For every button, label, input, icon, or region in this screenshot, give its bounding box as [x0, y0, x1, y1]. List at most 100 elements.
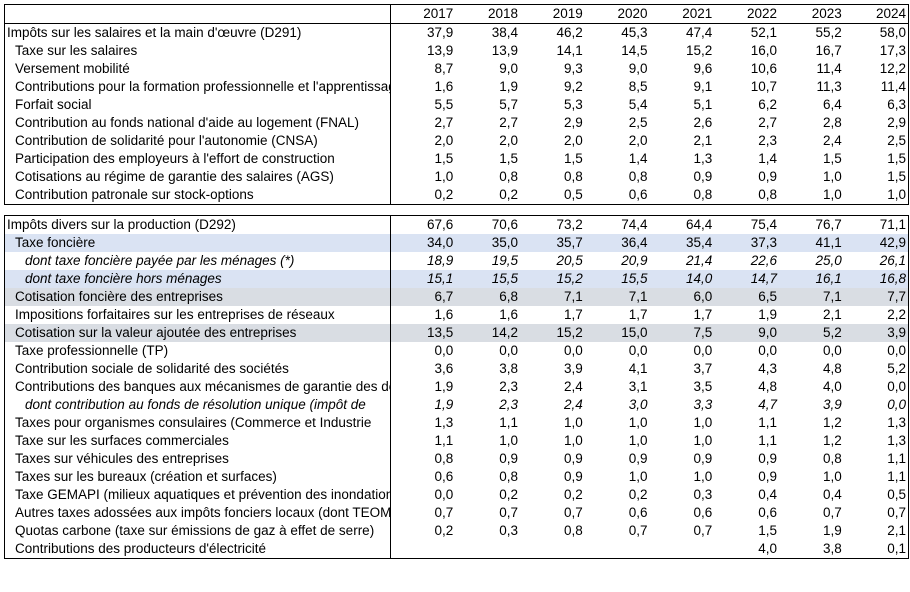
row-label[interactable]: Impositions forfaitaires sur les entrepr…	[4, 306, 391, 324]
value-cell[interactable]: 1,0	[628, 433, 648, 448]
value-cell[interactable]: 10,7	[750, 79, 777, 94]
value-cell[interactable]: 1,4	[758, 151, 777, 166]
value-cell[interactable]: 2,1	[822, 307, 842, 322]
value-cell[interactable]: 9,1	[693, 79, 713, 94]
year-header-2019[interactable]: 2019	[520, 4, 585, 24]
value-cell[interactable]: 1,6	[499, 307, 518, 322]
value-cell[interactable]: 0,0	[758, 343, 777, 358]
value-cell[interactable]	[455, 540, 520, 559]
value-cell[interactable]: 3,3	[693, 397, 713, 412]
value-cell[interactable]: 41,1	[779, 234, 844, 252]
value-cell[interactable]: 35,4	[649, 234, 715, 252]
value-cell[interactable]: 14,5	[621, 43, 648, 58]
value-cell[interactable]: 0,4	[822, 487, 842, 502]
value-cell[interactable]: 3,1	[628, 379, 648, 394]
value-cell[interactable]: 0,6	[693, 505, 713, 520]
value-cell[interactable]: 0,8	[563, 169, 583, 184]
value-cell[interactable]: 34,0	[390, 234, 456, 252]
value-cell[interactable]: 2,0	[563, 133, 583, 148]
value-cell[interactable]: 73,2	[556, 217, 583, 232]
row-label[interactable]: Cotisation sur la valeur ajoutée des ent…	[4, 324, 391, 342]
value-cell[interactable]: 15,5	[584, 270, 650, 288]
value-cell[interactable]: 1,5	[887, 169, 906, 184]
value-cell[interactable]: 7,5	[649, 324, 715, 342]
row-label[interactable]: Quotas carbone (taxe sur émissions de ga…	[4, 522, 391, 540]
value-cell[interactable]: 1,5	[887, 151, 906, 166]
value-cell[interactable]: 3,9	[822, 397, 842, 412]
value-cell[interactable]: 4,0	[822, 379, 842, 394]
value-cell[interactable]: 0,7	[693, 523, 713, 538]
value-cell[interactable]: 46,2	[556, 25, 583, 40]
value-cell[interactable]: 1,7	[693, 307, 713, 322]
value-cell[interactable]: 5,2	[779, 324, 844, 342]
value-cell[interactable]: 1,0	[822, 469, 842, 484]
value-cell[interactable]: 18,9	[426, 253, 454, 268]
value-cell[interactable]: 0,8	[693, 187, 713, 202]
value-cell[interactable]: 2,8	[822, 115, 842, 130]
value-cell[interactable]: 1,1	[758, 433, 777, 448]
value-cell[interactable]: 1,9	[499, 79, 518, 94]
value-cell[interactable]: 1,1	[887, 451, 906, 466]
value-cell[interactable]: 7,7	[843, 288, 909, 306]
value-cell[interactable]: 0,8	[563, 523, 583, 538]
value-cell[interactable]: 20,9	[621, 253, 648, 268]
value-cell[interactable]: 1,5	[758, 523, 777, 538]
value-cell[interactable]: 2,0	[434, 133, 454, 148]
value-cell[interactable]: 71,1	[879, 217, 906, 232]
value-cell[interactable]: 14,0	[649, 270, 715, 288]
value-cell[interactable]: 6,5	[714, 288, 779, 306]
value-cell[interactable]: 3,8	[822, 541, 842, 556]
value-cell[interactable]: 0,9	[758, 451, 777, 466]
value-cell[interactable]: 15,2	[685, 43, 713, 58]
value-cell[interactable]: 0,9	[563, 451, 583, 466]
value-cell[interactable]: 16,1	[779, 270, 844, 288]
row-label[interactable]: dont contribution au fonds de résolution…	[4, 396, 391, 414]
value-cell[interactable]: 5,4	[628, 97, 648, 112]
row-label[interactable]: Taxe foncière	[4, 234, 391, 252]
year-header-2017[interactable]: 2017	[390, 4, 456, 24]
value-cell[interactable]: 22,6	[750, 253, 777, 268]
value-cell[interactable]: 7,1	[779, 288, 844, 306]
value-cell[interactable]: 0,7	[628, 523, 648, 538]
value-cell[interactable]: 1,6	[434, 79, 454, 94]
year-header-2023[interactable]: 2023	[779, 4, 844, 24]
row-label[interactable]: Contribution sociale de solidarité des s…	[4, 360, 391, 378]
value-cell[interactable]: 3,8	[499, 361, 518, 376]
value-cell[interactable]: 4,8	[822, 361, 842, 376]
value-cell[interactable]: 15,0	[584, 324, 650, 342]
year-header-2018[interactable]: 2018	[455, 4, 520, 24]
value-cell[interactable]: 1,7	[563, 307, 583, 322]
value-cell[interactable]: 47,4	[685, 25, 713, 40]
value-cell[interactable]: 5,3	[563, 97, 583, 112]
row-label[interactable]: Contribution au fonds national d'aide au…	[4, 114, 391, 132]
row-label[interactable]: Taxe professionnelle (TP)	[4, 342, 391, 360]
value-cell[interactable]: 1,6	[434, 307, 454, 322]
value-cell[interactable]: 2,3	[499, 379, 518, 394]
value-cell[interactable]	[520, 540, 585, 559]
value-cell[interactable]: 1,0	[499, 433, 518, 448]
value-cell[interactable]: 36,4	[584, 234, 650, 252]
value-cell[interactable]: 76,7	[815, 217, 842, 232]
value-cell[interactable]: 2,1	[693, 133, 713, 148]
value-cell[interactable]: 3,0	[628, 397, 648, 412]
value-cell[interactable]: 1,7	[628, 307, 648, 322]
value-cell[interactable]: 0,8	[499, 469, 518, 484]
value-cell[interactable]: 0,0	[887, 379, 906, 394]
value-cell[interactable]: 2,2	[887, 307, 906, 322]
header-corner-cell[interactable]	[4, 4, 391, 24]
row-label[interactable]: Versement mobilité	[4, 60, 391, 78]
value-cell[interactable]: 0,7	[822, 505, 842, 520]
value-cell[interactable]: 13,9	[491, 43, 518, 58]
value-cell[interactable]: 0,8	[822, 451, 842, 466]
value-cell[interactable]: 0,9	[563, 469, 583, 484]
year-header-2022[interactable]: 2022	[714, 4, 779, 24]
value-cell[interactable]: 3,7	[693, 361, 713, 376]
value-cell[interactable]: 1,5	[563, 151, 583, 166]
value-cell[interactable]: 0,0	[822, 343, 842, 358]
value-cell[interactable]: 1,3	[434, 415, 454, 430]
row-label[interactable]: Impôts divers sur la production (D292)	[4, 215, 391, 234]
row-label[interactable]: Cotisation foncière des entreprises	[4, 288, 391, 306]
value-cell[interactable]: 0,9	[499, 451, 518, 466]
value-cell[interactable]: 1,9	[758, 307, 777, 322]
value-cell[interactable]: 20,5	[556, 253, 583, 268]
